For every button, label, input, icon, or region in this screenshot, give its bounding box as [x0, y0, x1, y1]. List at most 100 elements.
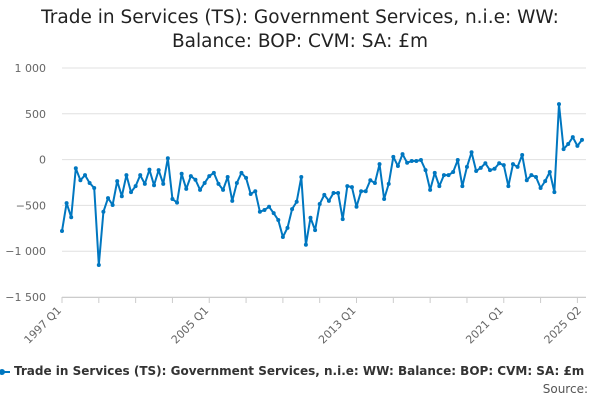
data-point: [474, 169, 479, 174]
data-point: [386, 181, 391, 186]
data-point: [280, 235, 285, 240]
data-point: [483, 161, 488, 166]
data-point: [556, 102, 561, 107]
data-point: [165, 156, 170, 161]
data-point: [405, 160, 410, 165]
data-point: [147, 167, 152, 172]
data-point: [303, 242, 308, 247]
data-point: [395, 164, 400, 169]
data-point: [464, 164, 469, 169]
data-point: [363, 189, 368, 194]
data-point: [354, 204, 359, 209]
data-point: [156, 168, 161, 173]
data-point: [216, 181, 221, 186]
data-point: [478, 165, 483, 170]
data-point: [451, 169, 456, 174]
data-point: [313, 228, 318, 233]
data-point: [437, 184, 442, 189]
data-point: [414, 158, 419, 163]
data-point: [152, 183, 157, 188]
data-point: [377, 162, 382, 167]
data-point: [253, 189, 258, 194]
data-point: [119, 194, 124, 199]
y-tick-label: 1 000: [15, 62, 47, 75]
x-tick-label: 2025 Q2: [542, 304, 585, 347]
data-point: [533, 175, 538, 180]
data-point: [267, 204, 272, 209]
data-point: [290, 207, 295, 212]
legend-swatch: [0, 368, 10, 375]
data-point: [423, 168, 428, 173]
data-point: [133, 184, 138, 189]
data-point: [409, 158, 414, 163]
data-point: [308, 215, 313, 220]
data-point: [110, 202, 115, 207]
data-point: [285, 225, 290, 230]
data-point: [510, 162, 515, 167]
data-point: [529, 173, 534, 178]
data-point: [262, 207, 267, 212]
data-point: [211, 170, 216, 175]
data-point: [570, 135, 575, 140]
data-point: [418, 158, 423, 163]
x-tick-label: 2013 Q1: [316, 304, 359, 347]
data-point: [207, 174, 212, 179]
data-point: [575, 143, 580, 148]
data-point: [64, 201, 69, 206]
data-point: [124, 173, 129, 178]
y-tick-label: 500: [25, 108, 46, 121]
data-point: [566, 142, 571, 147]
data-point: [520, 153, 525, 158]
data-point: [345, 184, 350, 189]
data-point: [230, 198, 235, 203]
data-point: [497, 161, 502, 166]
data-point: [349, 185, 354, 190]
data-point: [400, 152, 405, 157]
data-point: [92, 185, 97, 190]
data-point: [446, 173, 451, 178]
data-point: [359, 189, 364, 194]
data-point: [487, 168, 492, 173]
data-point: [225, 175, 230, 180]
data-point: [372, 180, 377, 185]
data-point: [580, 137, 584, 142]
data-point: [96, 262, 101, 267]
data-point: [299, 175, 304, 180]
data-point: [501, 163, 506, 168]
data-point: [561, 147, 566, 152]
data-point: [524, 178, 529, 183]
legend[interactable]: Trade in Services (TS): Government Servi…: [0, 364, 584, 378]
data-point: [271, 211, 276, 216]
series-line: [61, 103, 583, 266]
data-point: [115, 179, 120, 184]
data-point: [106, 196, 111, 201]
data-point: [331, 191, 336, 196]
data-point: [552, 190, 557, 195]
data-point: [428, 187, 433, 192]
data-point: [276, 218, 281, 223]
chart-title: Trade in Services (TS): Government Servi…: [41, 7, 559, 52]
data-point: [142, 181, 147, 186]
data-point: [202, 180, 207, 185]
data-point: [469, 150, 474, 155]
y-tick-label: −1 500: [5, 291, 46, 304]
data-point: [492, 166, 497, 171]
data-point: [188, 174, 193, 179]
data-point: [543, 179, 548, 184]
data-point: [294, 199, 299, 204]
data-point: [198, 187, 203, 192]
data-point: [234, 180, 239, 185]
data-point: [368, 178, 373, 183]
data-point: [515, 164, 520, 169]
data-point: [87, 180, 92, 185]
data-point: [138, 173, 143, 178]
data-point: [506, 184, 511, 189]
data-point: [73, 166, 78, 171]
source-label: Source:: [542, 382, 588, 396]
data-point: [239, 170, 244, 175]
x-tick-label: 2005 Q1: [169, 304, 212, 347]
data-point: [69, 215, 74, 220]
data-point: [83, 173, 88, 178]
data-point: [460, 184, 465, 189]
